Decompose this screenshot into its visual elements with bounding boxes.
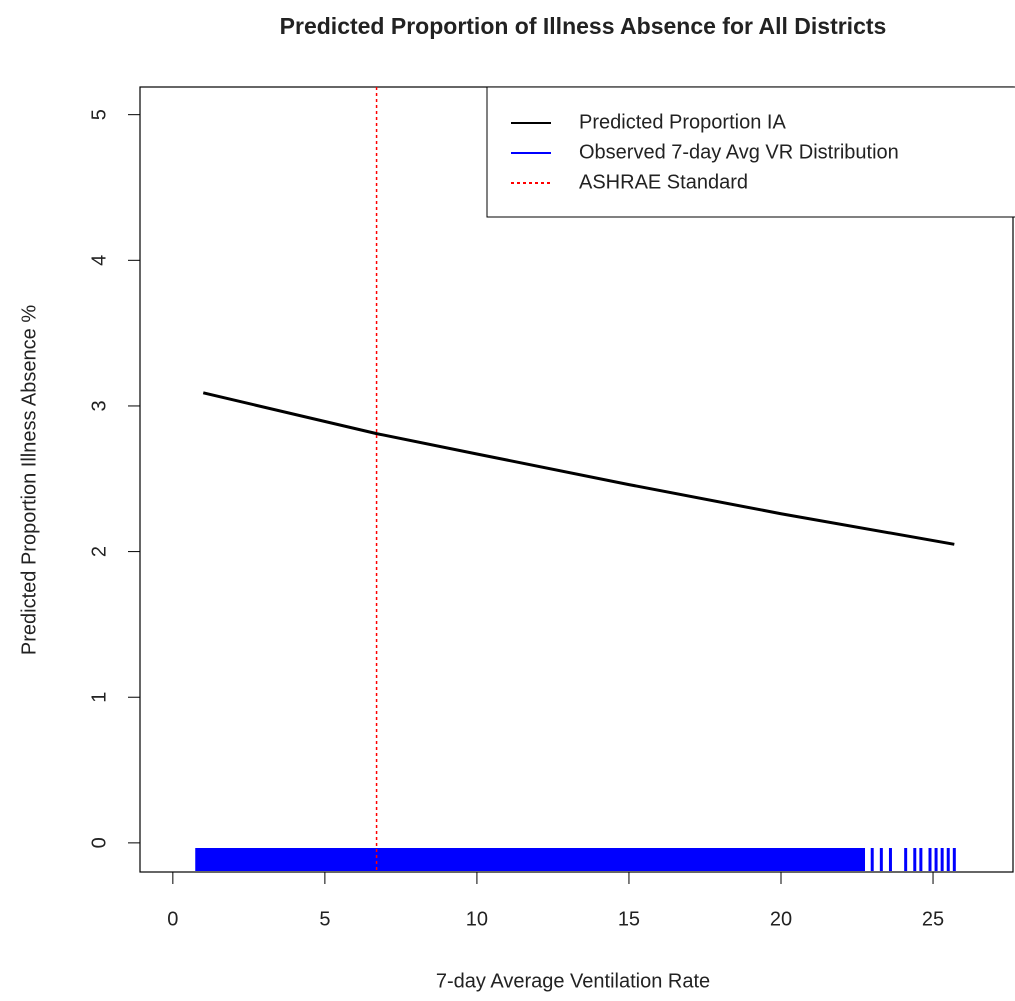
y-tick-label: 1	[88, 692, 110, 703]
y-tick-label: 5	[88, 109, 110, 120]
x-tick-label: 15	[618, 908, 640, 930]
legend-label: Predicted Proportion IA	[579, 111, 786, 133]
legend-label: Observed 7-day Avg VR Distribution	[579, 141, 899, 163]
y-tick-label: 2	[88, 546, 110, 557]
x-tick-label: 0	[167, 908, 178, 930]
legend-box	[486, 86, 1015, 218]
y-axis-title: Predicted Proportion Illness Absence %	[18, 305, 40, 655]
y-tick-label: 3	[88, 400, 110, 411]
x-tick-label: 25	[922, 908, 944, 930]
x-axis-title: 7-day Average Ventilation Rate	[436, 970, 710, 992]
chart-title: Predicted Proportion of Illness Absence …	[280, 13, 887, 39]
x-tick-label: 10	[466, 908, 488, 930]
y-tick-label: 0	[88, 837, 110, 848]
legend-label: ASHRAE Standard	[579, 171, 748, 193]
x-tick-label: 5	[319, 908, 330, 930]
x-tick-label: 20	[770, 908, 792, 930]
data-line	[202, 391, 955, 546]
y-tick-label: 4	[88, 255, 110, 266]
